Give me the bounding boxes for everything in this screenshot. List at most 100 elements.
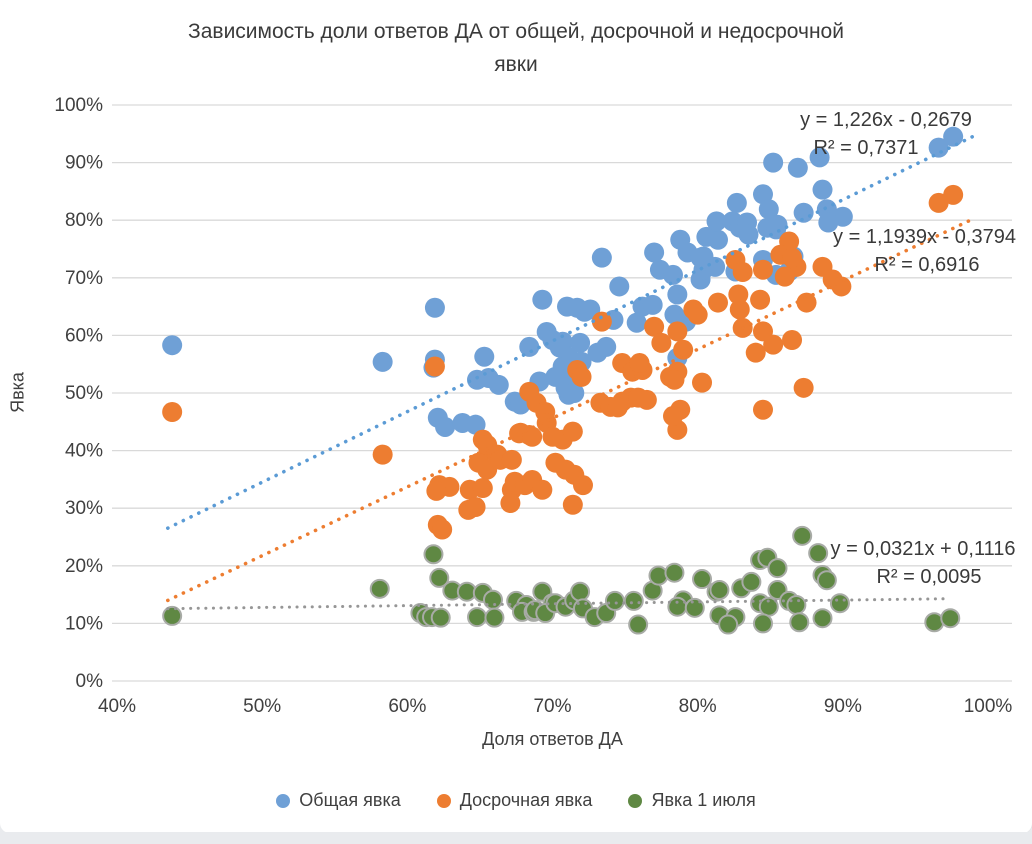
data-point: [424, 297, 445, 318]
chart-title-line2: явки: [494, 52, 538, 76]
y-tick-label: 90%: [65, 153, 103, 174]
data-point: [424, 356, 445, 377]
data-point: [782, 330, 803, 351]
data-point: [607, 397, 628, 418]
data-point: [662, 406, 683, 427]
data-point: [693, 246, 714, 267]
data-point: [943, 184, 964, 205]
data-point: [609, 276, 630, 297]
legend-marker-icon: [436, 793, 451, 808]
data-point: [758, 199, 779, 220]
data-point: [474, 346, 495, 367]
data-point: [940, 608, 961, 629]
trendline-equation-green: y = 0,0321x + 0,1116: [830, 538, 1016, 560]
data-point: [732, 262, 753, 283]
data-point: [692, 372, 713, 393]
data-point: [162, 335, 183, 356]
data-point: [718, 614, 739, 635]
data-point: [787, 157, 808, 178]
data-point: [591, 311, 612, 332]
data-point: [572, 475, 593, 496]
trendline-r2-orange: R² = 0,6916: [874, 254, 980, 276]
y-tick-label: 80%: [65, 210, 103, 231]
trendline-equation-orange: y = 1,1939x - 0,3794: [833, 226, 1016, 248]
y-tick-label: 0%: [76, 671, 104, 692]
series-july1: [162, 525, 961, 635]
data-point: [786, 594, 807, 615]
trendline: [166, 134, 976, 530]
data-point: [707, 229, 728, 250]
data-point: [763, 334, 784, 355]
data-point: [729, 299, 750, 320]
data-point: [812, 608, 833, 629]
data-point: [522, 426, 543, 447]
data-point: [707, 292, 728, 313]
data-point: [767, 558, 788, 579]
data-point: [626, 312, 647, 333]
data-point: [750, 289, 771, 310]
data-point: [928, 137, 949, 158]
y-tick-label: 40%: [65, 441, 103, 462]
data-point: [684, 597, 705, 618]
data-point: [570, 332, 591, 353]
data-point: [644, 242, 665, 263]
chart-title: Зависимость доли ответов ДА от общей, до…: [76, 16, 956, 81]
data-point: [793, 202, 814, 223]
data-point: [484, 607, 505, 628]
x-tick-label: 80%: [679, 696, 717, 717]
y-tick-label: 30%: [65, 498, 103, 519]
data-point: [549, 337, 570, 358]
data-point: [664, 369, 685, 390]
y-tick-label: 50%: [65, 383, 103, 404]
legend-marker-icon: [628, 793, 643, 808]
data-point: [430, 607, 451, 628]
y-tick-label: 20%: [65, 556, 103, 577]
data-point: [477, 434, 498, 455]
data-point: [488, 374, 509, 395]
legend-label: Явка 1 июля: [651, 790, 756, 810]
data-point: [642, 294, 663, 315]
data-point: [467, 607, 488, 628]
data-point: [604, 590, 625, 611]
data-point: [369, 578, 390, 599]
data-point: [591, 247, 612, 268]
y-axis-title: Явка: [7, 372, 28, 413]
x-tick-label: 40%: [98, 696, 136, 717]
data-point: [465, 497, 486, 518]
data-point: [662, 264, 683, 285]
data-point: [782, 247, 803, 268]
data-point: [728, 284, 749, 305]
data-point: [796, 292, 817, 313]
data-point: [752, 613, 773, 634]
data-point: [426, 480, 447, 501]
data-point: [792, 525, 813, 546]
data-point: [774, 266, 795, 287]
trendline: [166, 597, 946, 611]
y-tick-label: 100%: [54, 95, 103, 116]
data-point: [752, 184, 773, 205]
data-point: [789, 612, 810, 633]
data-point: [162, 402, 183, 423]
data-point: [741, 571, 762, 592]
data-point: [519, 336, 540, 357]
y-tick-label: 10%: [65, 613, 103, 634]
data-point: [752, 259, 773, 280]
chart-legend: Общая явка Досрочная явка Явка 1 июля: [0, 790, 1032, 811]
data-point: [372, 351, 393, 372]
data-point: [818, 212, 839, 233]
data-point: [673, 339, 694, 360]
data-point: [564, 383, 585, 403]
data-point: [629, 353, 650, 374]
legend-label: Досрочная явка: [459, 790, 593, 810]
data-point: [429, 567, 450, 588]
data-point: [636, 389, 657, 410]
data-point: [623, 590, 644, 611]
data-point: [831, 276, 852, 297]
data-point: [423, 544, 444, 565]
data-point: [651, 332, 672, 353]
data-point: [532, 289, 553, 310]
legend-item-1: Общая явка: [276, 790, 401, 811]
data-point: [648, 565, 669, 586]
legend-item-3: Явка 1 июля: [628, 790, 756, 811]
